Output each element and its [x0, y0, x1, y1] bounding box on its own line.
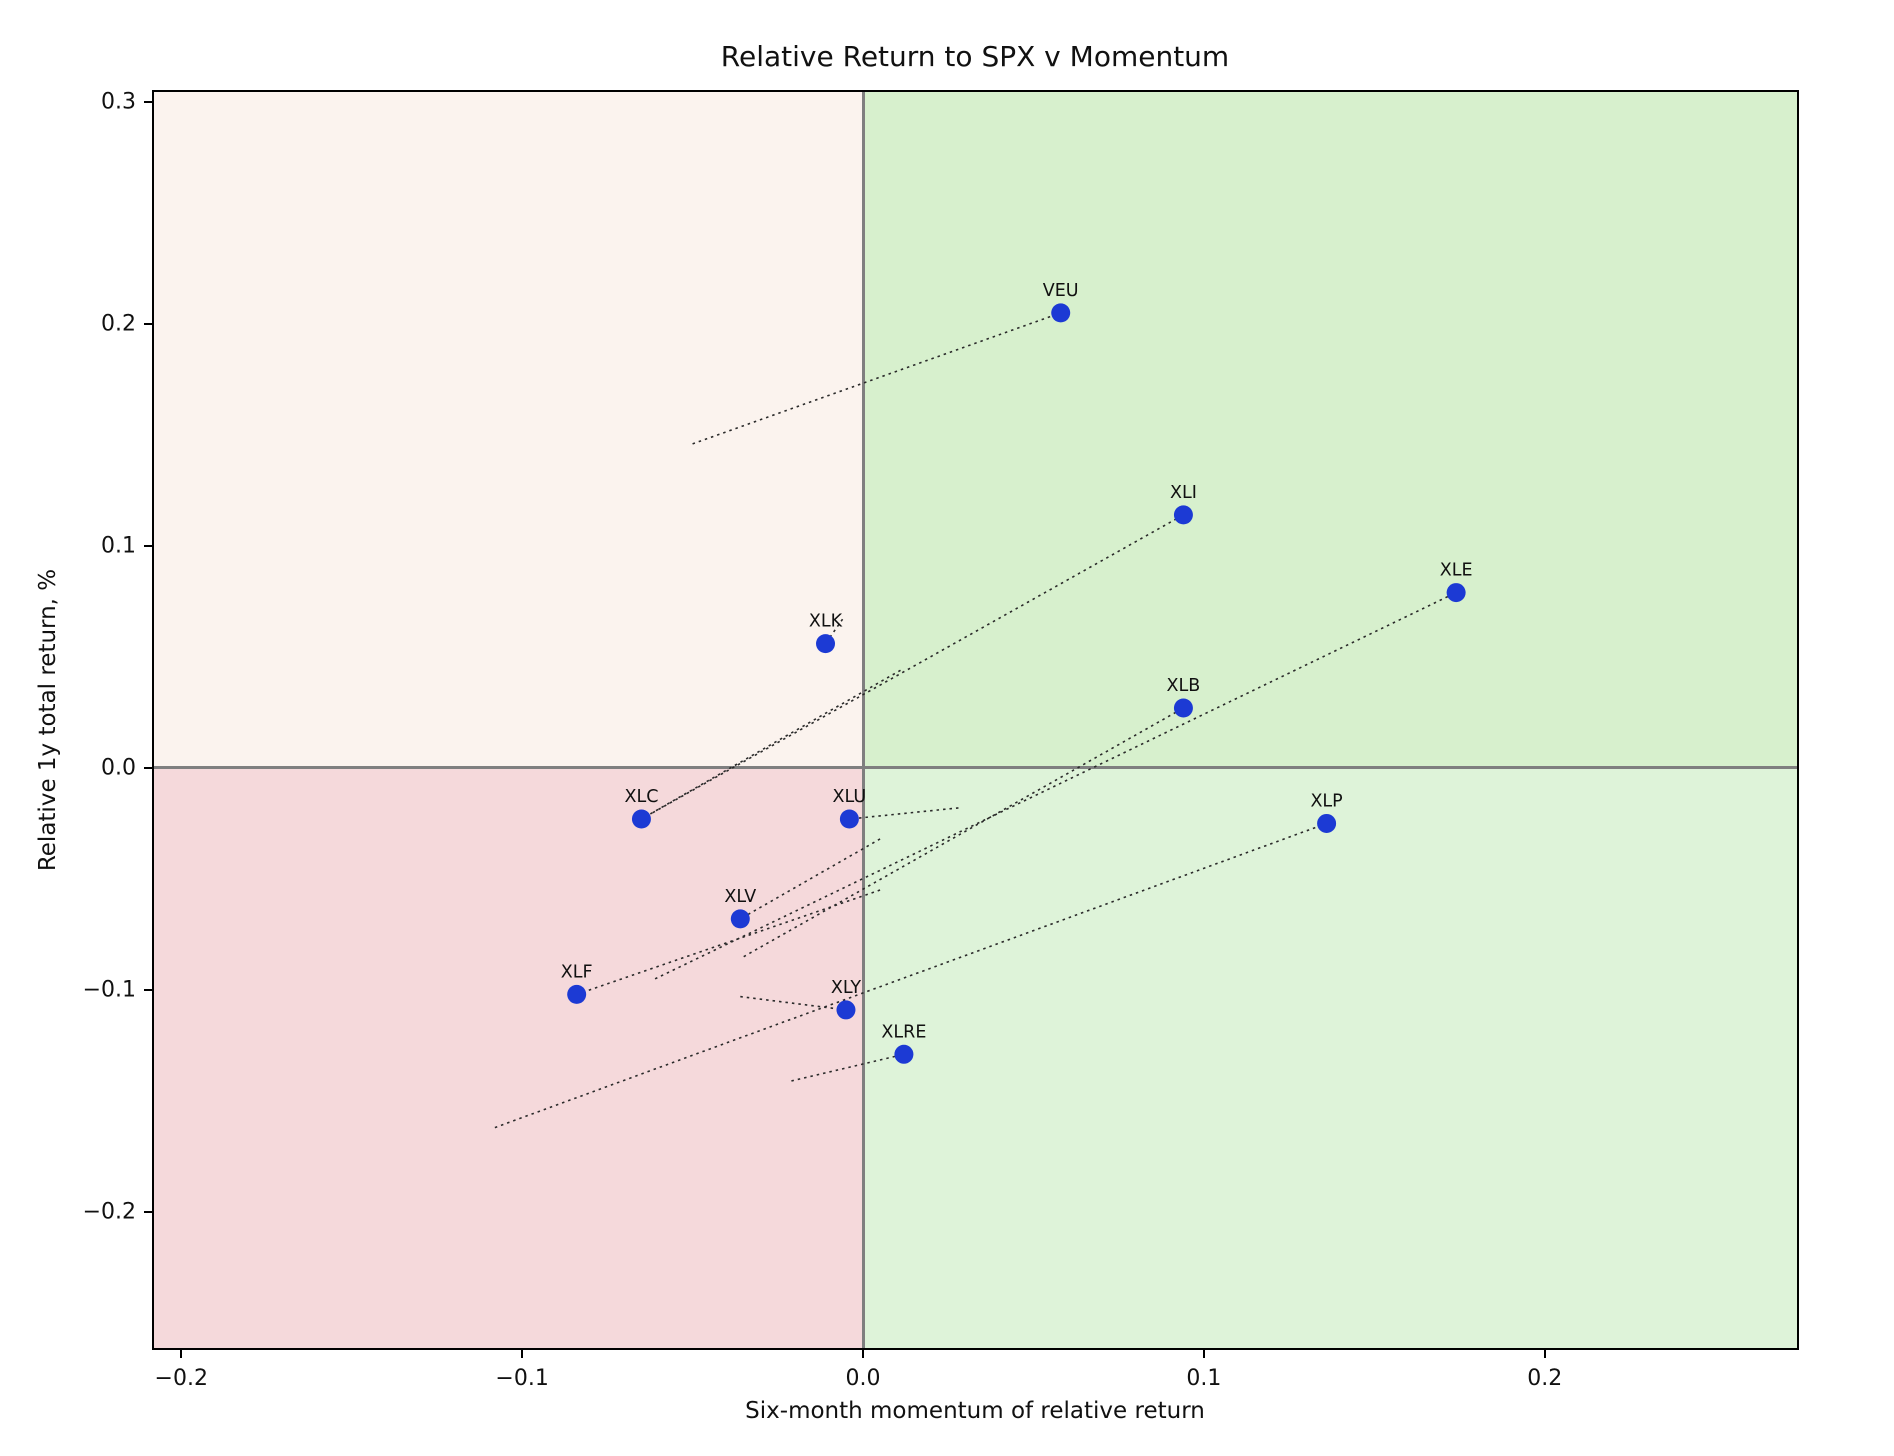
- scatter-point-XLF: [567, 984, 587, 1004]
- point-label-XLC: XLC: [624, 787, 658, 807]
- momentum-trail-XLY: [740, 995, 847, 1011]
- point-label-XLRE: XLRE: [881, 1022, 926, 1042]
- quadrant-bottom-right: [863, 767, 1797, 1348]
- y-axis-tick-label-0.3: 0.3: [101, 89, 136, 115]
- momentum-trail-XLF: [576, 889, 881, 996]
- x-axis-tick-−0.2: [180, 1348, 183, 1358]
- x-axis-tick-label-0.1: 0.1: [1186, 1366, 1222, 1391]
- momentum-trail-XLP: [494, 822, 1327, 1129]
- y-axis-tick-0.3: [144, 100, 154, 103]
- scatter-point-XLV: [730, 909, 750, 929]
- scatter-point-XLK: [816, 634, 836, 654]
- momentum-trail-XLU: [849, 807, 959, 820]
- y-axis-tick-label-0.2: 0.2: [101, 311, 136, 337]
- x-axis-label: Six-month momentum of relative return: [745, 1398, 1205, 1424]
- x-axis-tick-label-−0.2: −0.2: [154, 1366, 208, 1391]
- momentum-trail-XLI: [641, 514, 1184, 820]
- x-axis-tick-label-0.0: 0.0: [845, 1366, 881, 1391]
- quadrant-bottom-left: [154, 767, 863, 1348]
- point-label-XLI: XLI: [1170, 483, 1197, 503]
- point-label-XLF: XLF: [561, 962, 593, 982]
- plot-area: VEU XLI XLE XLK XLB XLC XLU XLP XLV XLF XLY XLRE: [152, 90, 1799, 1350]
- point-label-XLB: XLB: [1167, 676, 1201, 696]
- momentum-trail-XLV: [739, 838, 881, 920]
- zero-line-vertical: [861, 92, 865, 1348]
- scatter-point-XLB: [1173, 698, 1193, 718]
- momentum-trail-XLB: [743, 707, 1184, 958]
- momentum-trail-XLE: [654, 591, 1457, 980]
- x-axis-tick-0.0: [862, 1348, 864, 1358]
- y-axis-tick-label-0.0: 0.0: [101, 755, 136, 781]
- quadrant-top-right: [863, 92, 1797, 768]
- point-label-XLV: XLV: [724, 887, 756, 907]
- x-axis-tick-label-0.2: 0.2: [1527, 1366, 1563, 1391]
- point-label-XLE: XLE: [1440, 561, 1473, 581]
- point-label-VEU: VEU: [1043, 281, 1079, 301]
- quadrant-top-left: [154, 92, 863, 768]
- x-axis-tick-label-−0.1: −0.1: [495, 1366, 549, 1391]
- point-label-XLY: XLY: [831, 978, 861, 998]
- x-axis-tick-0.2: [1543, 1348, 1546, 1358]
- scatter-point-XLI: [1173, 505, 1193, 525]
- scatter-point-XLC: [631, 809, 651, 829]
- scatter-point-XLE: [1446, 583, 1466, 603]
- x-axis-tick-−0.1: [521, 1348, 524, 1358]
- point-label-XLU: XLU: [833, 787, 867, 807]
- scatter-point-XLY: [836, 1000, 856, 1020]
- y-axis-label: Relative 1y total return, %: [35, 568, 61, 872]
- chart-title: Relative Return to SPX v Momentum: [720, 40, 1230, 73]
- scatter-point-XLP: [1317, 813, 1337, 833]
- y-axis-tick-0.2: [144, 322, 154, 325]
- y-axis-tick-label-0.1: 0.1: [101, 533, 136, 559]
- zero-line-horizontal: [154, 766, 1797, 770]
- scatter-plot-canvas: VEU XLI XLE XLK XLB XLC XLU XLP XLV XLF XLY XLRE: [494, 281, 1473, 1129]
- point-label-XLP: XLP: [1310, 791, 1342, 811]
- y-axis-tick-−0.1: [144, 988, 154, 991]
- y-axis-tick-0.1: [144, 544, 154, 547]
- point-label-XLK: XLK: [809, 612, 843, 632]
- scatter-point-VEU: [1051, 303, 1071, 323]
- scatter-point-XLRE: [894, 1044, 914, 1064]
- y-axis-tick-−0.2: [144, 1210, 154, 1213]
- y-axis-tick-label-−0.2: −0.2: [82, 1199, 136, 1225]
- y-axis-tick-label-−0.1: −0.1: [82, 977, 136, 1003]
- momentum-trail-VEU: [692, 312, 1061, 445]
- momentum-trail-XLRE: [791, 1053, 905, 1082]
- scatter-point-XLU: [839, 809, 859, 829]
- y-axis-tick-0.0: [144, 766, 154, 769]
- momentum-trail-XLC: [641, 669, 901, 820]
- momentum-trail-XLK: [824, 618, 844, 645]
- x-axis-tick-0.1: [1202, 1348, 1205, 1358]
